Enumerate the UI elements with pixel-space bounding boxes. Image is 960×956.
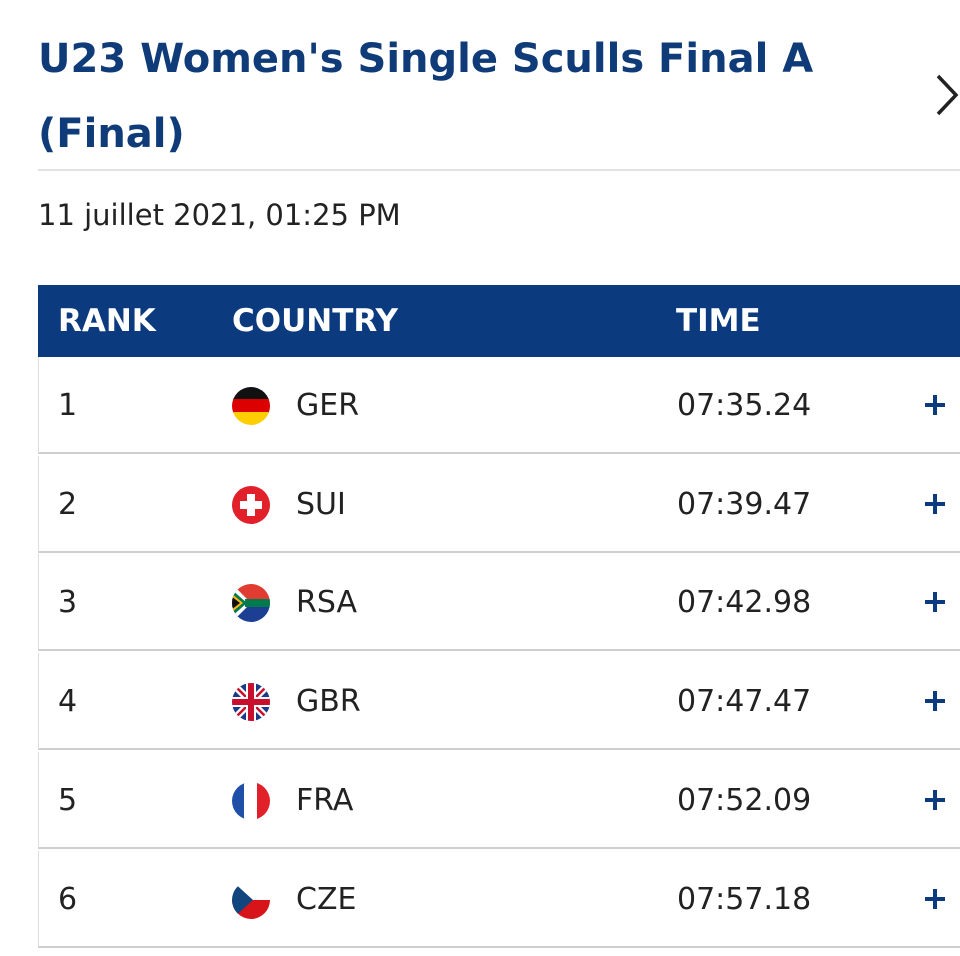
table-header: RANK COUNTRY TIME: [38, 285, 960, 357]
expand-icon[interactable]: [923, 887, 947, 911]
divider: [38, 169, 960, 171]
country: SUI: [296, 486, 346, 522]
result-row: 5 FRA 07:52.09: [38, 751, 960, 849]
time: 07:52.09: [677, 782, 812, 818]
time: 07:42.98: [677, 585, 812, 621]
column-header: RANK: [58, 303, 156, 339]
event-title: U23 Women's Single Sculls Final A (Final…: [38, 36, 814, 157]
expand-icon[interactable]: [923, 788, 947, 812]
rank: 1: [58, 388, 78, 423]
time: 07:39.47: [677, 486, 812, 522]
chevron-icon[interactable]: [930, 72, 960, 118]
time: 07:35.24: [677, 388, 812, 423]
flag-icon: [232, 683, 270, 722]
country: GBR: [296, 684, 361, 720]
column-header: TIME: [676, 303, 761, 339]
rank: 3: [58, 585, 78, 621]
flag-icon: [232, 880, 270, 919]
country: CZE: [296, 881, 357, 917]
expand-icon[interactable]: [923, 393, 947, 417]
result-row: 4 GBR 07:47.47: [38, 653, 960, 751]
result-row: 2 SUI 07:39.47: [38, 455, 960, 553]
rank: 6: [58, 881, 78, 917]
column-header: COUNTRY: [232, 303, 398, 339]
expand-icon[interactable]: [923, 492, 947, 516]
expand-icon[interactable]: [923, 689, 947, 713]
country: GER: [296, 388, 360, 423]
time: 07:57.18: [677, 881, 812, 917]
flag-icon: [232, 387, 270, 425]
time: 07:47.47: [677, 684, 812, 720]
expand-icon[interactable]: [923, 590, 947, 614]
rank: 4: [58, 684, 78, 720]
rank: 5: [58, 782, 78, 818]
event-date: 11 juillet 2021, 01:25 PM: [38, 198, 401, 232]
country: RSA: [296, 585, 357, 621]
country: FRA: [296, 782, 354, 818]
rank: 2: [58, 486, 78, 522]
result-row: 3 RSA 07:42.98: [38, 554, 960, 652]
result-row: 1 GER 07:35.24: [38, 357, 960, 454]
flag-icon: [232, 584, 270, 623]
flag-icon: [232, 781, 270, 820]
result-row: 6 CZE 07:57.18: [38, 850, 960, 948]
flag-icon: [232, 485, 270, 524]
